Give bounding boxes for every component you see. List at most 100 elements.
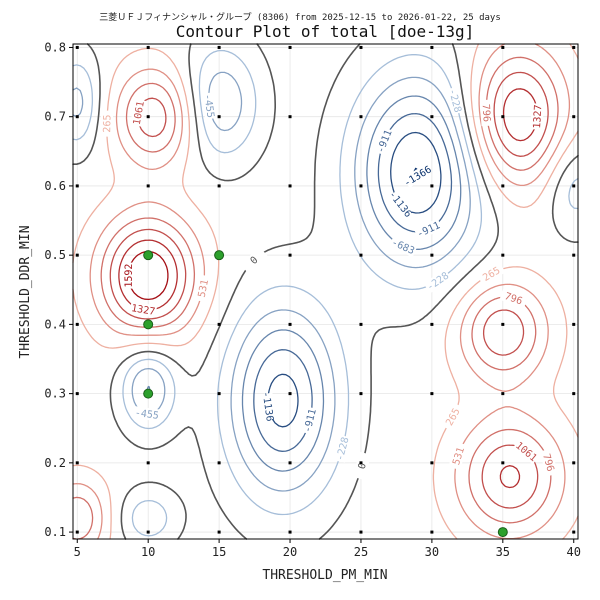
grid-point [288,253,292,257]
contour-line [72,43,571,540]
grid-point [217,184,221,188]
grid-point [288,392,292,396]
grid-point [75,461,79,465]
highlight-point [143,319,154,330]
grid-point [288,322,292,326]
contour-label-bg [373,126,395,156]
grid-point [430,115,434,119]
contour-label-bg [446,86,465,115]
grid-point [75,253,79,257]
contour-label: 265 [102,114,113,132]
contour-label: 1327 [532,104,544,129]
grid-point [359,530,363,534]
contour-label-bg [403,164,432,188]
contour-line [72,43,579,540]
contour-label-bg [133,406,161,422]
contour-label-bg [388,235,418,258]
contour-label-bg [530,103,544,130]
grid-point [217,530,221,534]
contour-line [72,43,579,540]
contour-line [253,112,453,452]
grid-point [430,530,434,534]
contour-label-bg [300,406,319,435]
contour-label-bg [201,92,218,120]
grid-point [146,461,150,465]
y-tick-label: 0.5 [44,248,66,262]
contour-lines [72,43,579,540]
contour-label: 531 [451,446,467,467]
y-axis-label: THRESHOLD_DDR_MIN [18,225,33,358]
grid-point [75,45,79,49]
y-tick-label: 0.6 [44,179,66,193]
y-tick-label: 0.2 [44,456,66,470]
contour-label-bg [129,301,158,318]
grid-point [430,184,434,188]
y-axis-ticks: 0.1 0.2 0.3 0.4 0.5 0.6 0.7 0.8 [44,40,73,539]
plot-frame [72,43,579,540]
highlight-point [214,250,225,261]
contour-label-bg [512,438,541,465]
x-tick-label: 10 [141,545,155,559]
contour-label-bg [413,218,443,241]
x-tick-label: 40 [567,545,581,559]
grid-point [75,530,79,534]
grid-point [146,530,150,534]
grid-point [359,45,363,49]
grid-point [288,461,292,465]
contour-label: 531 [197,279,211,299]
grid-point [288,45,292,49]
contour-label-bg [260,392,277,421]
grid-point [75,392,79,396]
contour-label-bg [333,434,352,463]
grid-point [146,45,150,49]
contour-labels: -1366-1136-1136-911-911-911-683-455-455-… [100,86,559,480]
grid-point [75,322,79,326]
grid-point [572,115,576,119]
chart-title: Contour Plot of total [doe-13g] [176,22,475,41]
y-tick-label: 0.4 [44,317,66,331]
chart-suptitle: 三菱ＵＦＪフィナンシャル・グループ (8306) from 2025-12-15… [99,11,501,23]
contour-label: 1327 [130,303,156,318]
contour-label-bg [479,99,494,127]
grid-point [430,45,434,49]
grid-point [217,322,221,326]
contour-label: 0 [249,255,261,267]
contour-label: 796 [540,453,555,473]
grid-point [430,461,434,465]
contour-label-bg [441,402,465,432]
grid-point [359,322,363,326]
contour-label-bg [130,99,147,127]
contour-label: -1136 [260,391,275,422]
y-tick-label: 0.1 [44,525,66,539]
highlight-points [143,250,508,538]
contour-label-bg [122,262,135,289]
y-tick-label: 0.8 [44,40,66,54]
contour-label-bg [423,268,452,294]
highlight-point [143,250,154,261]
highlight-point [143,388,154,399]
x-tick-label: 15 [212,545,226,559]
grid-point [75,184,79,188]
grid-point [501,45,505,49]
contour-label-bg [240,246,268,274]
contour-label-bg [499,288,528,309]
x-tick-label: 35 [496,545,510,559]
contour-label: 1592 [124,264,135,288]
grid-point [217,392,221,396]
contour-label: -455 [134,408,159,422]
contour-label-bg [448,441,468,471]
grid-point [501,392,505,396]
grid-point [572,461,576,465]
y-tick-label: 0.7 [44,110,66,124]
grid-point [288,115,292,119]
grid-point [359,253,363,257]
grid-point [146,115,150,119]
contour-label-bg [477,261,506,286]
grid-point [75,115,79,119]
grid-point [572,45,576,49]
x-tick-label: 20 [283,545,297,559]
contour-label-bg [387,189,414,218]
contour-line [72,71,471,492]
grid-point [501,184,505,188]
